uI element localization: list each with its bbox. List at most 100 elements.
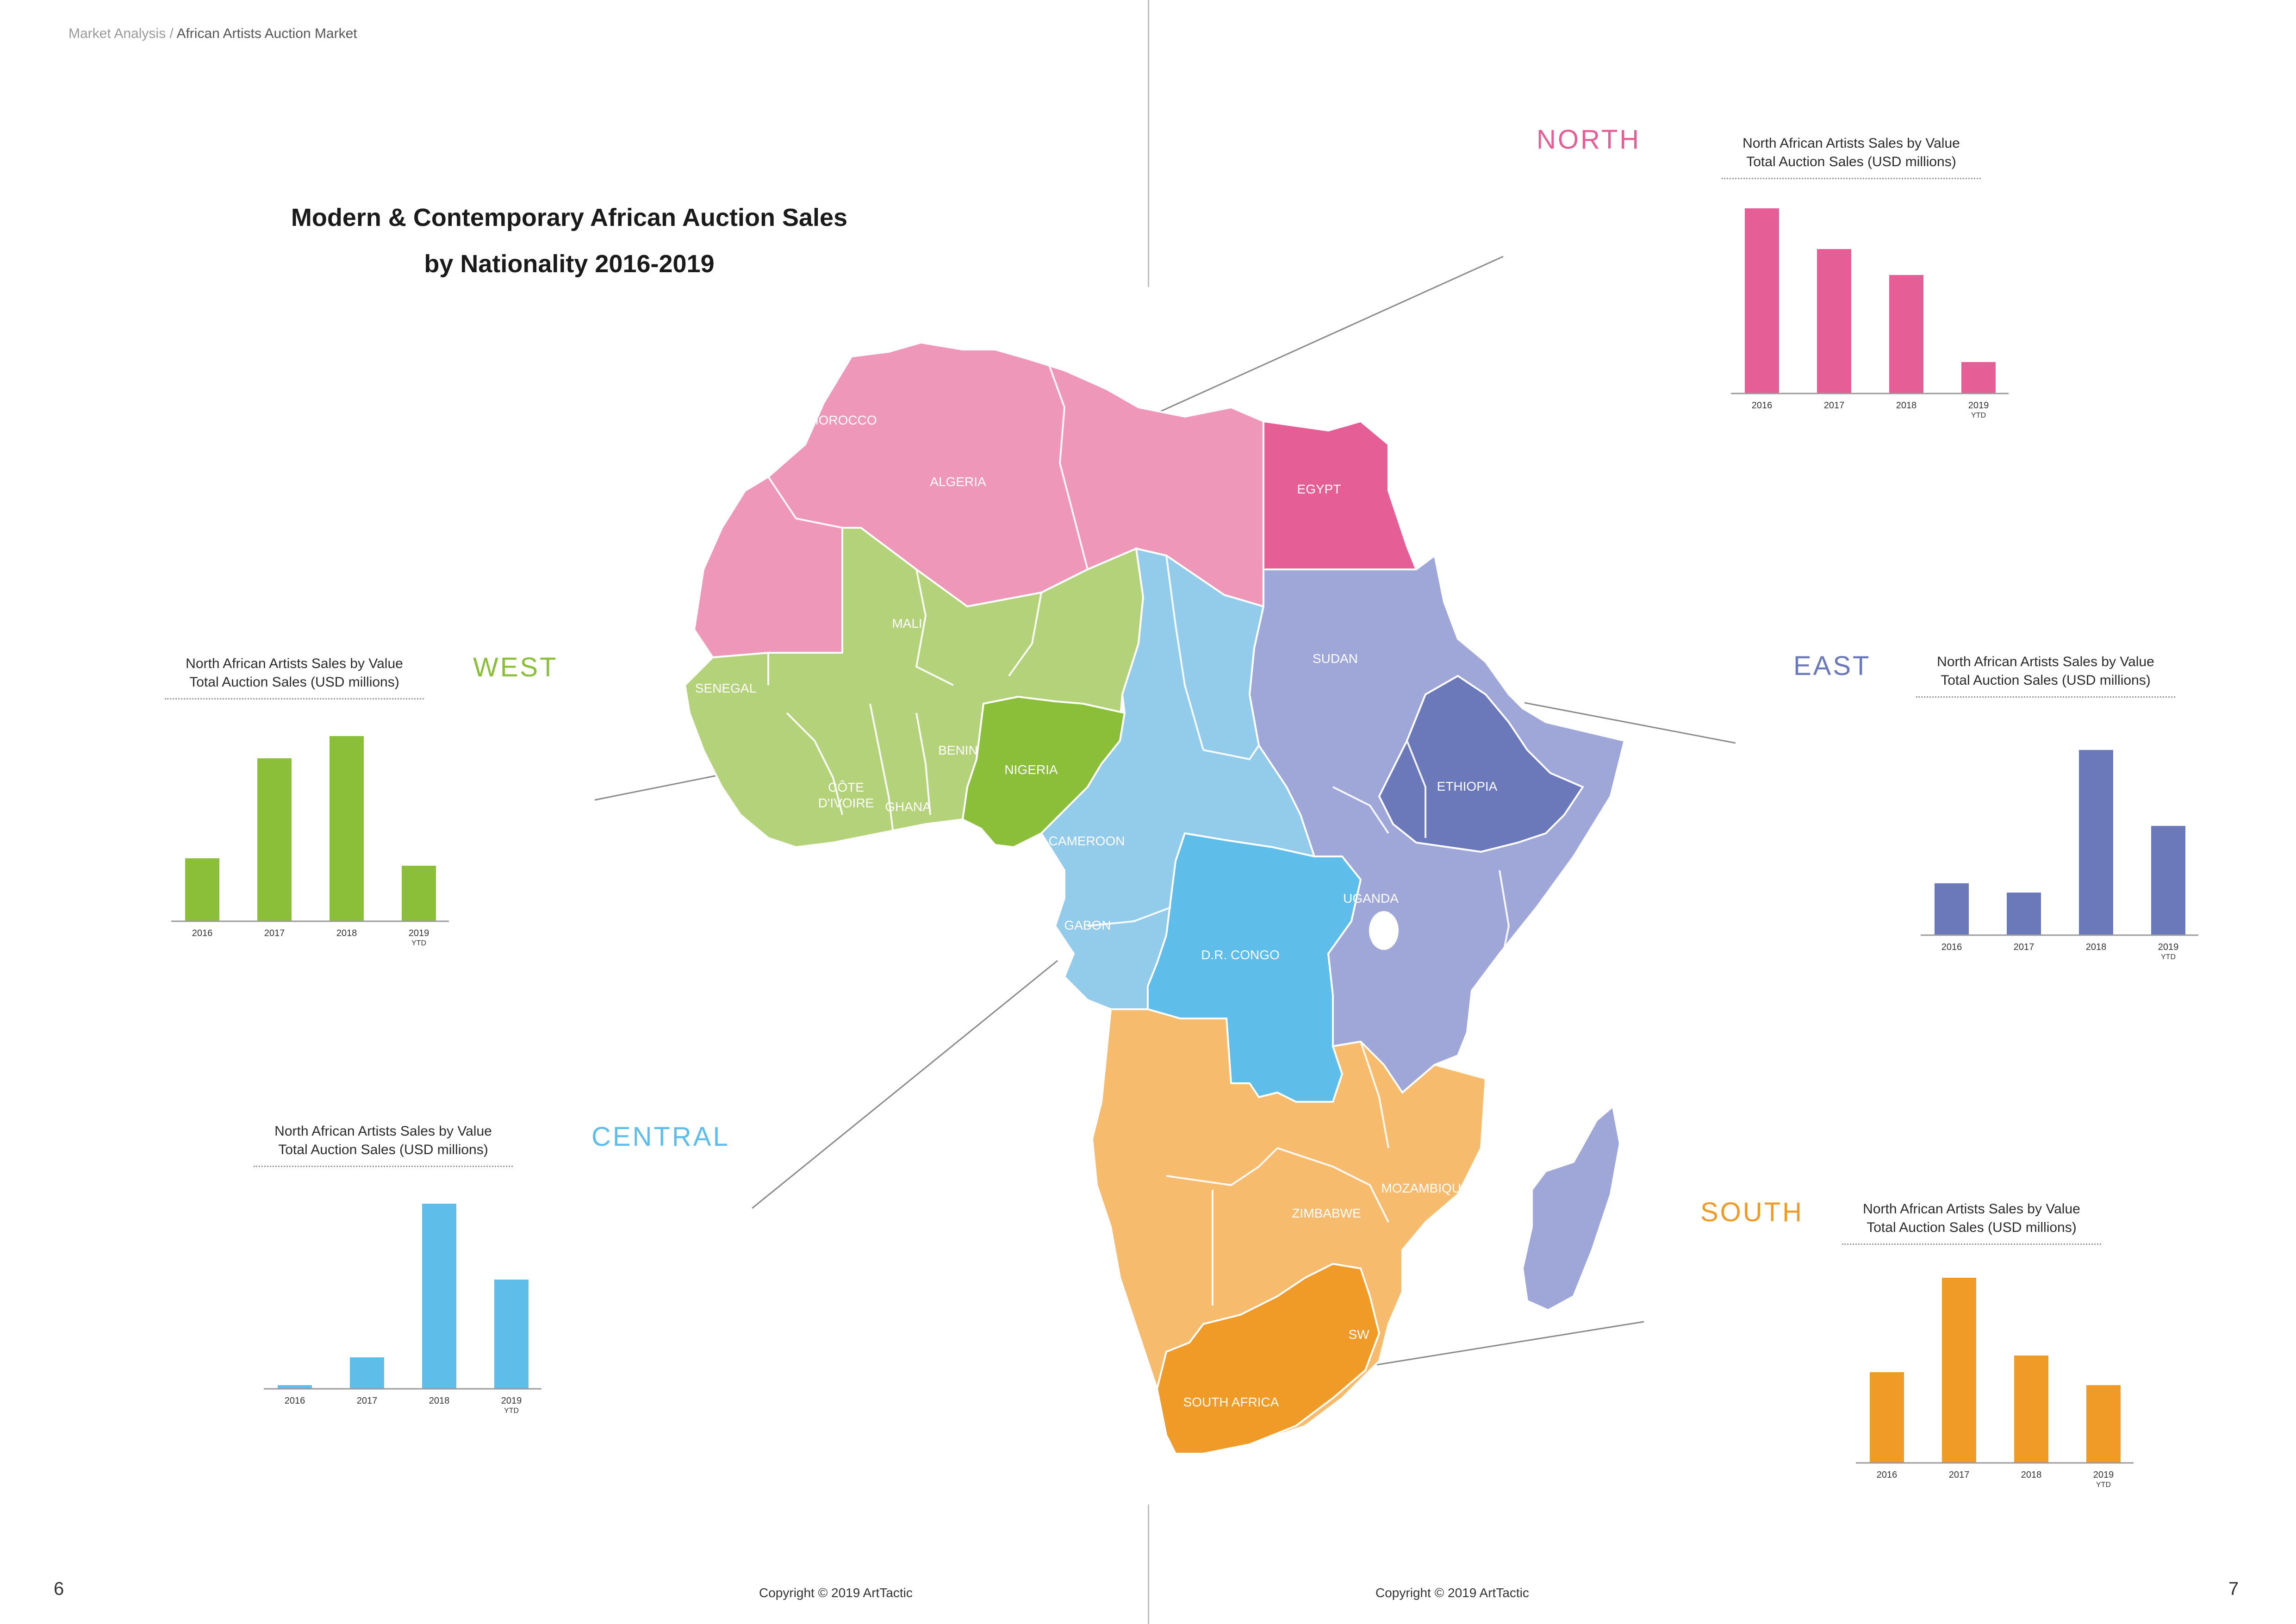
map-label-uganda: UGANDA xyxy=(1343,891,1399,906)
chart-central-bar-2017 xyxy=(350,1357,384,1389)
chart-central-bar-2016 xyxy=(278,1385,312,1389)
region-label-north: NORTH xyxy=(1537,125,1641,155)
chart-central-tick-note-2019: YTD xyxy=(504,1407,519,1415)
copyright-left: Copyright © 2019 ArtTactic xyxy=(759,1586,913,1600)
page-number-right: 7 xyxy=(2228,1579,2239,1599)
chart-central-subtitle: Total Auction Sales (USD millions) xyxy=(278,1142,488,1157)
map-lake-victoria xyxy=(1369,911,1399,950)
chart-south-subtitle: Total Auction Sales (USD millions) xyxy=(1867,1220,2077,1235)
chart-north-bar-2019 xyxy=(1961,362,1996,394)
chart-south-tick-2016: 2016 xyxy=(1877,1470,1898,1480)
chart-east-bar-2017 xyxy=(2007,893,2041,935)
chart-south-bar-2019 xyxy=(2086,1385,2121,1463)
map-label-morocco: MOROCCO xyxy=(808,413,877,427)
chart-central-bar-2019 xyxy=(494,1280,529,1389)
map-country-ethiopia[interactable] xyxy=(1378,675,1584,853)
connector-line-south xyxy=(1376,1321,1644,1366)
map-label-divoire: D'IVOIRE xyxy=(818,796,874,810)
chart-north-title: North African Artists Sales by Value xyxy=(1742,136,1960,151)
chart-east-tick-2016: 2016 xyxy=(1941,942,1962,952)
page-title-line2: by Nationality 2016-2019 xyxy=(424,250,715,278)
map-label-mozambique: MOZAMBIQUE xyxy=(1381,1181,1469,1195)
chart-north-tick-note-2019: YTD xyxy=(1971,412,1986,419)
chart-north-bar-2017 xyxy=(1817,249,1851,394)
chart-south-tick-2017: 2017 xyxy=(1949,1470,1970,1480)
chart-east-tick-note-2019: YTD xyxy=(2161,953,2176,961)
breadcrumb-current: African Artists Auction Market xyxy=(176,26,357,41)
chart-central-tick-2017: 2017 xyxy=(357,1396,378,1406)
map-label-drc: D.R. CONGO xyxy=(1201,948,1280,962)
connector-line-north xyxy=(1157,256,1504,414)
page-spine-top xyxy=(1148,0,1149,287)
chart-north-tick-2017: 2017 xyxy=(1824,400,1845,411)
region-label-west: WEST xyxy=(473,652,558,682)
chart-west-header: North African Artists Sales by Value Tot… xyxy=(165,655,424,700)
breadcrumb: Market Analysis / African Artists Auctio… xyxy=(68,26,357,42)
chart-east-title: North African Artists Sales by Value xyxy=(1937,654,2154,669)
chart-west-bar-2017 xyxy=(257,758,292,921)
page-spine-bottom xyxy=(1148,1505,1149,1624)
chart-central-bar-2018 xyxy=(422,1204,456,1389)
chart-central-title: North African Artists Sales by Value xyxy=(274,1124,492,1139)
map-label-ghana: GHANA xyxy=(885,800,931,814)
chart-south-tick-note-2019: YTD xyxy=(2096,1481,2111,1489)
chart-east-subtitle: Total Auction Sales (USD millions) xyxy=(1941,673,2151,688)
map-label-sudan: SUDAN xyxy=(1313,651,1358,666)
map-borders xyxy=(767,356,1510,1305)
chart-east-bar-2018 xyxy=(2079,750,2113,935)
chart-north-subtitle: Total Auction Sales (USD millions) xyxy=(1746,154,1956,169)
chart-east-tick-2019: 2019 xyxy=(2158,942,2179,952)
map-country-south-africa[interactable] xyxy=(1156,1262,1381,1455)
chart-west-tick-2018: 2018 xyxy=(336,928,357,938)
page-number-left: 6 xyxy=(54,1579,64,1599)
chart-east-divider xyxy=(1916,696,2175,698)
map-label-gabon: GABON xyxy=(1064,918,1111,932)
map-country-labels: MOROCCO ALGERIA EGYPT MALI SENEGAL BENIN… xyxy=(695,413,1498,1409)
page-title: Modern & Contemporary African Auction Sa… xyxy=(259,194,879,287)
chart-south-bar-2016 xyxy=(1870,1372,1904,1463)
map-label-ethiopia: ETHIOPIA xyxy=(1437,779,1498,793)
map-label-mali: MALI xyxy=(892,616,922,631)
map-label-cameroon: CAMEROON xyxy=(1049,834,1125,848)
connector-line-east xyxy=(1524,702,1736,744)
region-label-south: SOUTH xyxy=(1700,1197,1804,1227)
breadcrumb-section[interactable]: Market Analysis xyxy=(68,26,166,41)
chart-west-tick-note-2019: YTD xyxy=(411,939,426,947)
map-country-madagascar[interactable] xyxy=(1521,1105,1621,1312)
chart-central-header: North African Artists Sales by Value Tot… xyxy=(254,1122,513,1167)
chart-north-bar-2016 xyxy=(1745,208,1779,394)
chart-east-tick-2017: 2017 xyxy=(2014,942,2035,952)
chart-central-divider xyxy=(254,1166,513,1167)
connector-line-west xyxy=(594,773,725,801)
chart-east-bar-2016 xyxy=(1935,883,1969,935)
chart-east-header: North African Artists Sales by Value Tot… xyxy=(1916,653,2175,698)
copyright-right: Copyright © 2019 ArtTactic xyxy=(1375,1586,1529,1600)
map-label-nigeria: NIGERIA xyxy=(1004,762,1058,777)
chart-west-bar-2019 xyxy=(402,866,436,921)
chart-west-title: North African Artists Sales by Value xyxy=(186,656,403,671)
chart-south-tick-2019: 2019 xyxy=(2093,1470,2114,1480)
page-title-line1: Modern & Contemporary African Auction Sa… xyxy=(291,204,848,231)
chart-west-subtitle: Total Auction Sales (USD millions) xyxy=(189,675,399,690)
chart-west-tick-2017: 2017 xyxy=(264,928,285,938)
chart-south-divider xyxy=(1842,1243,2101,1245)
map-label-egypt: EGYPT xyxy=(1297,482,1341,496)
chart-north-tick-2016: 2016 xyxy=(1752,400,1773,411)
chart-south-header: North African Artists Sales by Value Tot… xyxy=(1842,1200,2101,1245)
breadcrumb-separator: / xyxy=(166,26,177,41)
map-label-cote: CÔTE xyxy=(828,780,864,794)
chart-north-bar-2018 xyxy=(1889,275,1923,394)
map-label-benin: BENIN xyxy=(938,743,978,757)
connector-line-central xyxy=(752,960,1058,1209)
chart-central-tick-2018: 2018 xyxy=(429,1396,450,1406)
chart-west-bar-2016 xyxy=(185,858,219,921)
chart-west-tick-2016: 2016 xyxy=(192,928,213,938)
map-label-south-africa: SOUTH AFRICA xyxy=(1183,1395,1279,1409)
map-label-senegal: SENEGAL xyxy=(695,681,756,695)
